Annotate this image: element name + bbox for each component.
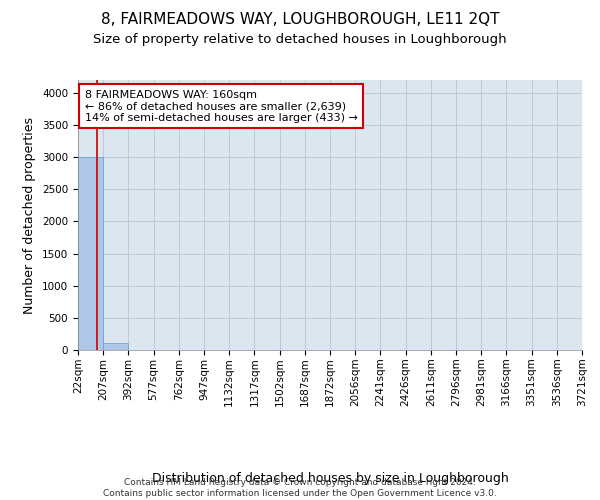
Bar — [103, 343, 128, 350]
Text: 8 FAIRMEADOWS WAY: 160sqm
← 86% of detached houses are smaller (2,639)
14% of se: 8 FAIRMEADOWS WAY: 160sqm ← 86% of detac… — [85, 90, 358, 123]
Text: Size of property relative to detached houses in Loughborough: Size of property relative to detached ho… — [93, 32, 507, 46]
Y-axis label: Number of detached properties: Number of detached properties — [23, 116, 37, 314]
Text: Distribution of detached houses by size in Loughborough: Distribution of detached houses by size … — [152, 472, 508, 485]
Bar — [78, 157, 103, 350]
Text: 8, FAIRMEADOWS WAY, LOUGHBOROUGH, LE11 2QT: 8, FAIRMEADOWS WAY, LOUGHBOROUGH, LE11 2… — [101, 12, 499, 28]
Text: Contains HM Land Registry data © Crown copyright and database right 2024.
Contai: Contains HM Land Registry data © Crown c… — [103, 478, 497, 498]
